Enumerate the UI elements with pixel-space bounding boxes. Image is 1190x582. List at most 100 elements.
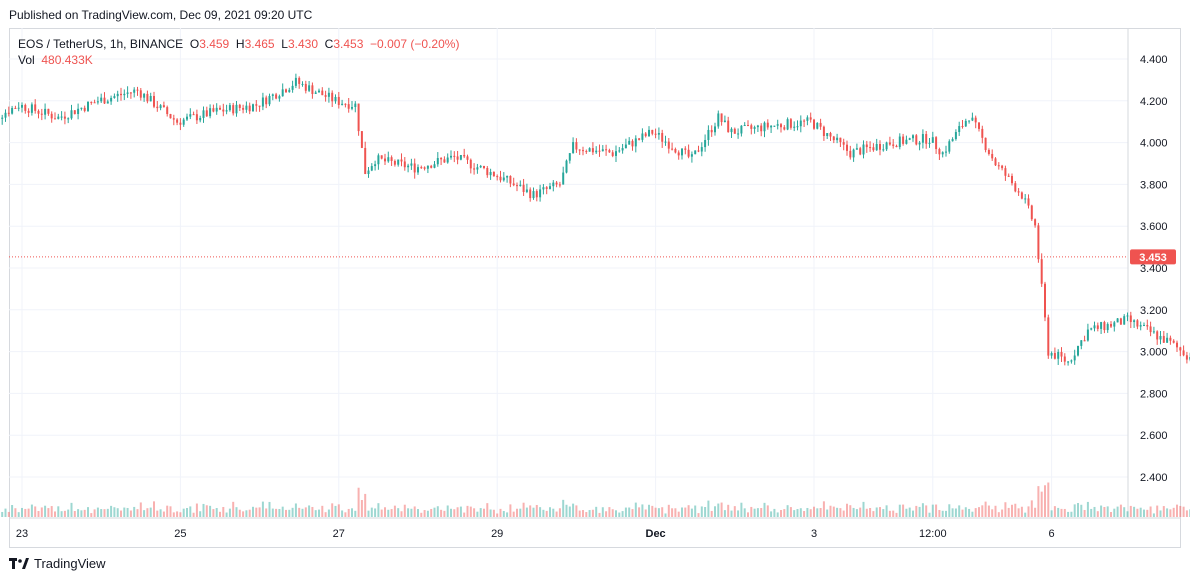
candle-body — [945, 151, 947, 153]
volume-bar — [403, 504, 406, 517]
candle-body — [1007, 175, 1010, 177]
volume-bar — [644, 509, 647, 517]
volume-bar — [235, 507, 238, 517]
candle-body — [1067, 361, 1070, 363]
candle-body — [271, 94, 274, 96]
candle-body — [1063, 356, 1066, 362]
volume-bar — [275, 508, 278, 517]
candle-body — [869, 147, 872, 149]
candle-body — [615, 151, 617, 156]
volume-bar — [793, 510, 796, 517]
volume-bar — [110, 505, 113, 517]
symbol-label[interactable]: EOS / TetherUS, 1h, BINANCE — [18, 37, 184, 51]
candle-body — [1129, 315, 1132, 323]
candle-body — [1143, 325, 1145, 327]
volume-bar — [129, 510, 132, 517]
volume-bar — [1057, 507, 1060, 517]
volume-bar — [252, 506, 254, 517]
candle-body — [700, 147, 703, 152]
volume-bar — [410, 508, 413, 517]
volume-bar — [605, 511, 608, 517]
candle-body — [44, 108, 47, 115]
candle-body — [1179, 347, 1182, 351]
candle-body — [846, 144, 848, 151]
candle-body — [426, 165, 429, 169]
volume-bar — [803, 511, 806, 517]
price-tick-label: 3.400 — [1140, 263, 1168, 275]
volume-label[interactable]: Vol — [18, 53, 35, 67]
volume-bar — [539, 507, 542, 517]
volume-bar — [133, 506, 136, 517]
volume-bar — [661, 507, 664, 517]
time-tick-label: 29 — [491, 528, 503, 540]
candle-body — [469, 159, 472, 169]
volume-bar — [667, 504, 670, 517]
volume-bar — [153, 501, 155, 517]
candle-body — [278, 96, 281, 99]
candle-body — [1123, 316, 1126, 325]
volume-bar — [1172, 507, 1175, 517]
volume-bar — [522, 502, 525, 517]
volume-bar — [17, 512, 20, 517]
candle-body — [281, 89, 284, 97]
volume-bar — [1037, 486, 1040, 517]
volume-bar — [852, 507, 855, 517]
volume-bar — [50, 506, 53, 517]
candle-body — [242, 107, 245, 110]
volume-bar — [700, 506, 703, 517]
volume-bar — [846, 503, 848, 517]
candle-body — [951, 139, 954, 142]
candle-body — [1166, 337, 1169, 343]
volume-bar — [60, 511, 63, 517]
volume-bar — [172, 512, 175, 517]
volume-bar — [314, 510, 317, 517]
candle-body — [1182, 350, 1185, 356]
volume-bar — [278, 508, 281, 517]
candle-body — [1037, 225, 1040, 260]
volume-bar — [1027, 506, 1030, 517]
candle-body — [984, 137, 987, 151]
footer-brand[interactable]: TradingView — [34, 556, 106, 571]
candle-body — [674, 148, 677, 153]
volume-bar — [308, 505, 311, 517]
candle-body — [720, 113, 723, 123]
candle-body — [1159, 335, 1162, 340]
candle-body — [743, 125, 746, 127]
volume-bar — [598, 512, 601, 517]
candle-body — [143, 93, 146, 98]
candle-body — [4, 112, 7, 118]
candle-body — [859, 148, 862, 155]
volume-bar — [1149, 506, 1152, 517]
volume-bar — [677, 511, 680, 517]
volume-bar — [704, 507, 707, 517]
candle-body — [981, 128, 984, 138]
volume-bar — [971, 511, 974, 517]
candle-body — [400, 159, 403, 162]
volume-bar — [103, 509, 106, 517]
candle-body — [390, 157, 393, 161]
candle-body — [380, 155, 383, 159]
volume-bar — [1044, 485, 1046, 517]
volume-bar — [624, 507, 627, 517]
candle-body — [172, 118, 175, 120]
candle-body — [509, 175, 512, 184]
candle-body — [681, 148, 683, 156]
volume-bar — [146, 508, 149, 517]
price-axis[interactable]: 2.400 2.600 2.800 3.000 3.200 3.400 3.600 3.800… — [1140, 54, 1168, 484]
volume-bar — [991, 509, 994, 517]
candle-body — [776, 124, 779, 126]
candle-body — [793, 126, 796, 128]
candle-body — [714, 126, 716, 133]
volume-bar — [248, 509, 251, 517]
candle-body — [304, 83, 307, 91]
volume-bar — [67, 509, 70, 517]
volume-bar — [674, 508, 677, 517]
volume-bar — [219, 511, 221, 517]
volume-bar — [588, 510, 591, 517]
volume-bar — [1126, 511, 1129, 517]
candle-body — [159, 105, 162, 109]
candle-body — [535, 191, 538, 198]
volume-bar — [1103, 507, 1106, 517]
